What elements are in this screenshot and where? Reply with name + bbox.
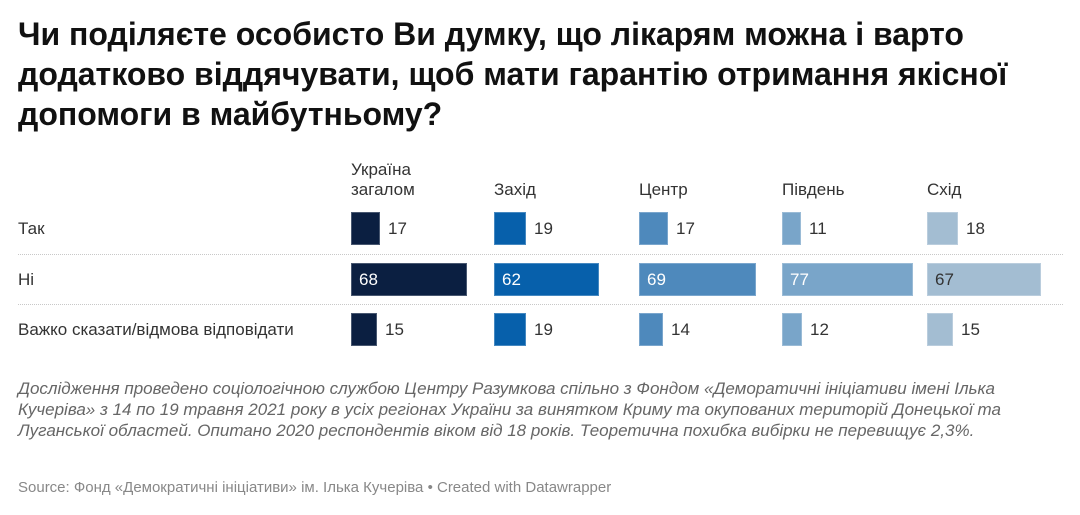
- bar: [782, 212, 801, 245]
- bar: [351, 263, 467, 296]
- bar: [782, 313, 802, 346]
- row-separator: [18, 304, 1063, 305]
- column-header: Україна загалом: [351, 160, 415, 199]
- chart-notes: Дослідження проведено соціологічною служ…: [18, 379, 1001, 440]
- row-label: Так: [18, 219, 45, 238]
- column-header: Центр: [639, 180, 688, 199]
- bar-value-label: 62: [502, 270, 521, 289]
- bar: [927, 212, 958, 245]
- chart-title: Чи поділяєте особисто Ви думку, що лікар…: [18, 16, 1008, 132]
- bar-value-label: 14: [671, 320, 690, 339]
- bar-value-label: 11: [809, 219, 827, 238]
- bar: [927, 263, 1041, 296]
- bar: [927, 313, 953, 346]
- column-header: Захід: [494, 180, 536, 199]
- bar: [639, 313, 663, 346]
- row-label: Ні: [18, 270, 35, 289]
- row-separator: [18, 254, 1063, 255]
- bar-value-label: 17: [388, 219, 407, 238]
- bar-value-label: 19: [534, 219, 553, 238]
- bar-value-label: 67: [935, 270, 954, 289]
- bar-value-label: 15: [961, 320, 980, 339]
- bar-value-label: 15: [385, 320, 404, 339]
- bar: [639, 263, 756, 296]
- bar: [639, 212, 668, 245]
- column-header: Південь: [782, 180, 845, 199]
- chart-source: Source: Фонд «Демократичні ініціативи» і…: [18, 479, 612, 496]
- bar-value-label: 68: [359, 270, 378, 289]
- bar: [494, 212, 526, 245]
- bar-value-label: 77: [790, 270, 809, 289]
- row-label: Важко сказати/відмова відповідати: [18, 320, 294, 339]
- bar-value-label: 69: [647, 270, 666, 289]
- bar-value-label: 19: [534, 320, 553, 339]
- bar: [351, 313, 377, 346]
- column-header: Схід: [927, 180, 962, 199]
- bar-value-label: 17: [676, 219, 695, 238]
- bar-value-label: 12: [810, 320, 829, 339]
- bar-value-label: 18: [966, 219, 985, 238]
- bar: [782, 263, 913, 296]
- bar: [494, 313, 526, 346]
- bar: [494, 263, 599, 296]
- bar: [351, 212, 380, 245]
